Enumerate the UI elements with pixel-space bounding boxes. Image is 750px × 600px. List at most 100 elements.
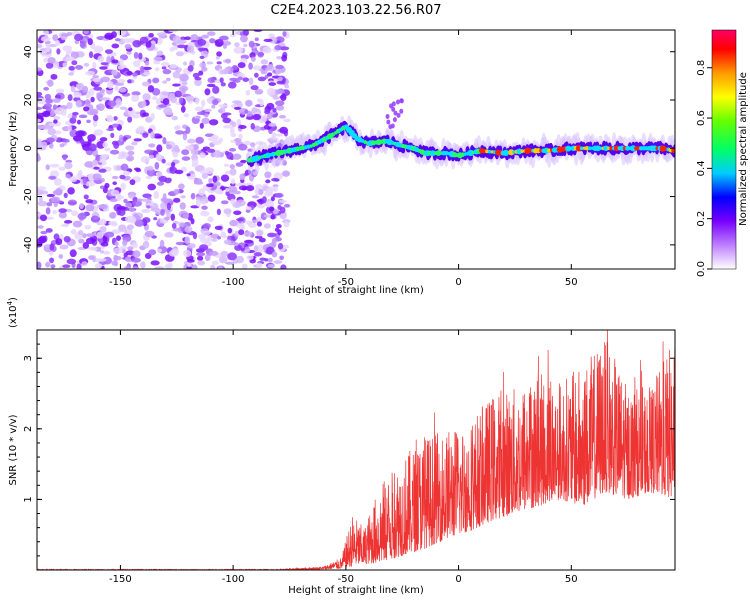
noise-blob [100,177,105,183]
noise-blob [139,36,149,45]
noise-blob [84,99,91,107]
noise-blob [56,48,61,55]
noise-blob [96,140,106,149]
noise-blob [118,209,126,216]
noise-blob [122,170,131,176]
noise-blob [201,117,210,124]
noise-blob [227,227,233,234]
noise-blob [155,171,163,177]
spectrogram-y-label: Frequency (Hz) [8,111,19,187]
ridge-core [502,149,510,156]
noise-blob [179,73,189,82]
noise-blob [156,144,163,153]
noise-blob [268,36,278,44]
noise-blob [126,51,132,55]
noise-blob [109,149,120,155]
noise-blob [113,254,119,262]
ridge-core [671,148,675,153]
noise-blob [126,224,135,230]
noise-blob [172,150,179,158]
noise-blob [267,232,277,238]
noise-blob [224,67,229,75]
noise-blob [117,156,124,160]
noise-blob [256,262,263,269]
noise-blob [37,91,43,97]
ridge-core [257,155,262,160]
noise-blob [119,174,126,180]
noise-blob [206,31,216,36]
noise-blob [43,102,53,109]
noise-blob [62,45,72,52]
ridge-core [535,148,541,154]
noise-blob [135,168,142,173]
noise-blob [270,196,275,202]
noise-blob [72,220,83,228]
noise-blob [83,106,90,112]
noise-blob [175,130,184,135]
noise-blob [111,59,119,64]
noise-blob [54,188,63,196]
noise-blob [63,192,68,198]
noise-blob [133,60,141,68]
noise-blob [129,216,137,224]
noise-blob [264,110,271,115]
noise-blob [37,188,44,196]
noise-blob [206,61,214,65]
noise-blob [257,188,264,195]
noise-blob [227,185,238,193]
noise-blob [45,62,54,69]
noise-blob [207,216,214,223]
noise-blob [212,175,218,183]
noise-blob [141,100,147,108]
noise-blob [175,241,186,246]
ridge-core [603,145,609,152]
noise-blob [111,260,117,266]
noise-blob [252,219,259,223]
noise-blob [263,223,271,229]
noise-blob [207,194,216,202]
noise-blob [118,78,126,84]
noise-blob [197,255,204,261]
noise-blob [161,91,170,96]
y-tick-label: 0 [23,145,34,151]
ridge-core [429,150,436,157]
noise-blob [147,183,157,191]
noise-blob [168,94,174,101]
noise-blob [272,107,277,113]
noise-blob [258,237,266,243]
noise-blob [280,93,287,102]
noise-blob [195,97,200,105]
y-tick-label: 40 [23,45,34,58]
noise-blob [100,241,109,247]
noise-blob [275,105,285,111]
noise-blob [124,43,132,50]
noise-blob [92,77,101,83]
noise-blob [184,225,193,233]
noise-blob [68,72,74,76]
noise-blob [194,106,204,112]
noise-blob [223,208,232,215]
ridge-spike [386,119,391,125]
snr-panel: -150 -100 -50 0 50 1 2 3 Height of straight li… [6,297,676,596]
noise-blob [78,238,85,244]
noise-blob [102,256,112,265]
noise-blob [204,113,209,118]
noise-blob [104,49,113,54]
noise-blob [48,175,57,180]
noise-blob [92,173,102,181]
noise-blob [49,163,60,168]
noise-blob [164,263,172,269]
noise-blob [113,116,118,121]
noise-blob [85,237,96,245]
noise-blob [164,208,170,215]
noise-blob [68,65,75,71]
noise-blob [233,210,242,216]
noise-blob [240,222,245,229]
noise-blob [76,119,82,125]
snr-x-label: Height of straight line (km) [288,585,424,596]
noise-blob [166,144,172,150]
noise-blob [66,102,73,110]
noise-blob [98,168,107,173]
noise-blob [114,241,119,247]
noise-blob [204,254,211,262]
